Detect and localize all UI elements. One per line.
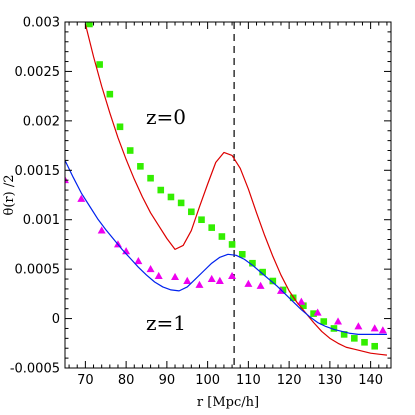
x-tick-label: 100 xyxy=(195,373,220,388)
series-0-square-point xyxy=(361,338,368,346)
series-1-triangle-point xyxy=(97,226,106,234)
series-1-triangle-point xyxy=(334,317,343,325)
series-1-triangle-point xyxy=(77,194,86,202)
series-0-square-point xyxy=(167,193,175,201)
axes: 70 80 90 100 110 120 130 140 -0.0005 0 0.0005 0.001… xyxy=(10,16,391,388)
series-0-square-point xyxy=(208,224,215,231)
series-1-triangle-point xyxy=(65,175,69,184)
series-0-square-point xyxy=(126,147,134,154)
series-3-line xyxy=(65,160,387,335)
series-1-triangle-point xyxy=(134,257,143,265)
annotation-z1: z=1 xyxy=(146,311,186,335)
y-axis-title: θ(r) /2 xyxy=(2,175,17,216)
y-tick-label: 0.0015 xyxy=(15,164,61,179)
series-1-triangle-point xyxy=(256,281,265,289)
series-1-triangle-point xyxy=(354,322,363,330)
series-1-triangle-point xyxy=(195,280,204,288)
series-1-triangle-point xyxy=(313,308,322,316)
series-1-triangle-point xyxy=(215,276,224,284)
series-0-square-point xyxy=(340,331,348,338)
series-0-square-point xyxy=(137,163,144,170)
x-tick-label: 110 xyxy=(236,373,261,388)
y-tick-label: 0 xyxy=(52,312,60,327)
series-1-triangle-point xyxy=(370,324,379,332)
series-0-square-point xyxy=(96,61,103,68)
series-0-square-point xyxy=(300,302,307,310)
x-tick-label: 130 xyxy=(317,373,342,388)
series-0-square-point xyxy=(188,208,195,216)
series-1-triangle-point xyxy=(146,264,155,273)
series-0-square-point xyxy=(249,259,256,267)
x-tick-label: 80 xyxy=(118,373,135,388)
x-tick-label: 120 xyxy=(277,373,302,388)
series-1-triangle-point xyxy=(244,279,253,287)
series-1-triangle-point xyxy=(297,297,306,305)
series-1-triangle-point xyxy=(183,276,192,284)
series-1-triangle-point xyxy=(207,274,216,282)
series-0-square-point xyxy=(279,286,287,294)
series-0-square-point xyxy=(218,233,226,240)
plot-area xyxy=(65,22,388,368)
series-0-square-point xyxy=(86,22,93,28)
series-0-square-point xyxy=(177,199,185,207)
series-0-square-point xyxy=(228,241,236,248)
plot-frame xyxy=(64,21,392,369)
annotation-z0: z=0 xyxy=(146,105,186,129)
series-0-square-point xyxy=(157,186,165,194)
series-0-square-point xyxy=(106,90,114,98)
y-tick-label: 0.0025 xyxy=(15,65,61,80)
series-0-square-point xyxy=(198,216,205,224)
series-2-line xyxy=(84,23,388,356)
series-0-square-point xyxy=(147,174,154,182)
series-0-square-point xyxy=(320,318,328,325)
x-tick-label: 90 xyxy=(159,373,176,388)
series-0-square-point xyxy=(330,325,338,332)
series-0-square-point xyxy=(371,342,378,350)
y-tick-label: 0.002 xyxy=(23,114,60,129)
series-0-square-point xyxy=(269,277,277,285)
series-0-square-point xyxy=(310,310,317,317)
x-tick-label: 140 xyxy=(358,373,383,388)
series-1-triangle-point xyxy=(378,326,387,334)
y-tick-label: -0.0005 xyxy=(10,362,60,377)
series-0-square-point xyxy=(351,335,358,342)
x-axis-title: r [Mpc/h] xyxy=(197,395,259,410)
series-1-triangle-point xyxy=(228,271,237,279)
y-tick-label: 0.001 xyxy=(23,213,60,228)
series-0-square-point xyxy=(259,268,266,276)
series-0-square-point xyxy=(116,123,124,131)
series-1-triangle-point xyxy=(171,272,180,280)
series-0-square-point xyxy=(238,251,246,258)
y-tick-label: 0.003 xyxy=(23,16,60,31)
series-1-triangle-point xyxy=(154,271,163,279)
x-tick-label: 70 xyxy=(77,373,94,388)
y-tick-label: 0.0005 xyxy=(15,263,61,278)
